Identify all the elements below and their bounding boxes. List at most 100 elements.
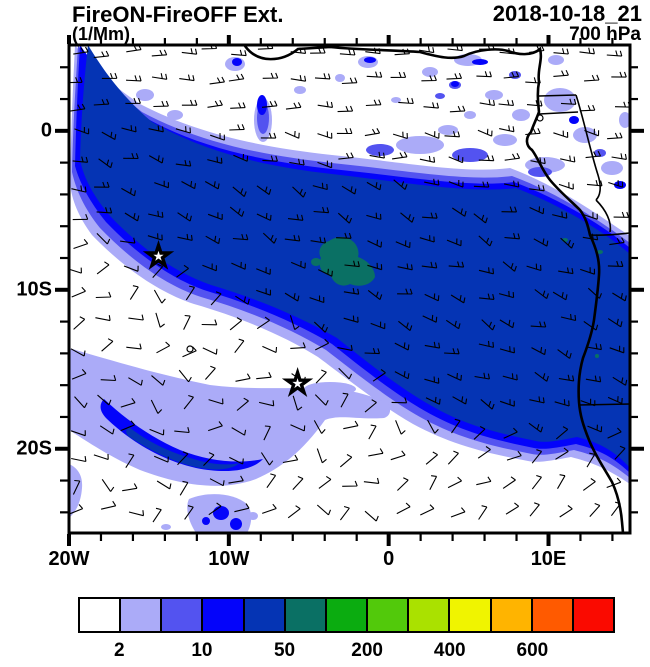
wind-barb bbox=[181, 99, 198, 106]
wind-barb bbox=[424, 131, 440, 139]
wind-barb bbox=[446, 238, 462, 247]
wind-barb bbox=[310, 236, 326, 244]
wind-barb bbox=[234, 503, 250, 513]
wind-barb bbox=[552, 291, 568, 301]
calm-wind-circle bbox=[536, 114, 544, 122]
wind-barb bbox=[290, 260, 306, 269]
wind-barb bbox=[447, 372, 462, 381]
wind-barb bbox=[418, 46, 435, 54]
wind-barb bbox=[474, 372, 490, 380]
wind-barb bbox=[614, 445, 626, 460]
wind-barb bbox=[424, 341, 441, 349]
wind-barb bbox=[501, 206, 518, 213]
wind-barb bbox=[531, 347, 547, 356]
contour-patch-c2 bbox=[396, 136, 444, 154]
wind-barb bbox=[502, 373, 518, 381]
colorbar-cell-8 bbox=[409, 599, 451, 631]
wind-barb bbox=[177, 212, 192, 222]
wind-barb bbox=[152, 263, 164, 278]
wind-barb bbox=[100, 375, 117, 382]
wind-barb bbox=[506, 450, 522, 461]
wind-barb bbox=[478, 155, 495, 162]
wind-barb bbox=[504, 232, 521, 240]
units-label: (1/Mm) bbox=[72, 24, 130, 44]
wind-barb bbox=[97, 394, 112, 406]
wind-barb bbox=[582, 233, 599, 241]
wind-barb bbox=[477, 128, 493, 137]
wind-barb bbox=[101, 72, 118, 79]
wind-barbs bbox=[69, 45, 630, 523]
wind-barb bbox=[151, 49, 168, 57]
wind-barb bbox=[342, 480, 358, 487]
wind-barb bbox=[149, 428, 165, 436]
wind-barb bbox=[125, 97, 141, 104]
colorbar-cell-0 bbox=[80, 599, 122, 631]
contour-patch-c2 bbox=[294, 86, 306, 94]
wind-barb bbox=[340, 392, 349, 408]
contour-patch-c2 bbox=[601, 161, 623, 175]
wind-barb bbox=[393, 179, 408, 190]
wind-barb bbox=[284, 292, 300, 302]
wind-barb bbox=[128, 314, 144, 321]
wind-barb bbox=[503, 427, 518, 439]
wind-barb bbox=[256, 316, 270, 330]
colorbar-cell-6 bbox=[326, 599, 369, 631]
wind-barb bbox=[560, 155, 576, 163]
star-marker-1 bbox=[142, 239, 175, 270]
wind-barb bbox=[256, 372, 272, 380]
wind-barb bbox=[73, 46, 89, 55]
contour-patch-c2 bbox=[512, 109, 530, 121]
wind-barb bbox=[148, 155, 164, 164]
wind-barb bbox=[502, 261, 517, 272]
wind-barb bbox=[205, 235, 221, 245]
wind-barb bbox=[585, 150, 601, 159]
wind-barb bbox=[611, 153, 627, 160]
wind-barb bbox=[204, 181, 220, 190]
wind-barb bbox=[202, 347, 218, 355]
wind-barb bbox=[313, 206, 330, 214]
colorbar-cell-11 bbox=[532, 599, 574, 631]
wind-barb bbox=[609, 345, 625, 354]
wind-barb bbox=[367, 262, 383, 271]
colorbar-cell-3 bbox=[203, 599, 245, 631]
wind-barb bbox=[558, 182, 574, 190]
wind-barb bbox=[337, 105, 354, 113]
wind-barb bbox=[208, 502, 222, 516]
wind-barb bbox=[120, 420, 136, 432]
wind-barb bbox=[580, 267, 596, 275]
wind-barb bbox=[558, 374, 575, 382]
country-border bbox=[589, 232, 630, 237]
wind-barb bbox=[185, 285, 195, 301]
wind-barb bbox=[425, 451, 438, 465]
wind-barb bbox=[209, 478, 225, 487]
contour-patch-c5 bbox=[435, 93, 445, 99]
wind-barb bbox=[533, 238, 549, 247]
wind-barb bbox=[156, 480, 172, 490]
wind-barb bbox=[397, 477, 409, 491]
wind-barb bbox=[450, 294, 466, 304]
wind-barb bbox=[207, 100, 223, 108]
wind-barb bbox=[284, 234, 301, 242]
wind-barb bbox=[229, 206, 245, 217]
contour-patch-c2 bbox=[422, 67, 438, 77]
wind-barb bbox=[479, 293, 495, 300]
wind-barb bbox=[422, 212, 438, 219]
wind-barb bbox=[183, 394, 194, 410]
wind-barb bbox=[290, 47, 307, 54]
contour-patch-c2 bbox=[464, 111, 476, 119]
y-tick-label: 0 bbox=[40, 119, 52, 142]
wind-barb bbox=[232, 186, 247, 198]
wind-barb bbox=[176, 264, 189, 278]
wind-barb bbox=[98, 158, 113, 169]
wind-barb bbox=[584, 74, 600, 82]
wind-barb bbox=[343, 420, 359, 430]
wind-barb bbox=[129, 285, 139, 300]
wind-barb bbox=[609, 237, 625, 246]
wind-barb bbox=[262, 345, 278, 354]
contour-patch-c2 bbox=[548, 55, 564, 65]
wind-barb bbox=[476, 71, 492, 78]
wind-barb bbox=[179, 74, 195, 82]
contour-patch-c2 bbox=[161, 524, 171, 530]
colorbar-cell-2 bbox=[162, 599, 204, 631]
wind-barb bbox=[341, 77, 358, 85]
